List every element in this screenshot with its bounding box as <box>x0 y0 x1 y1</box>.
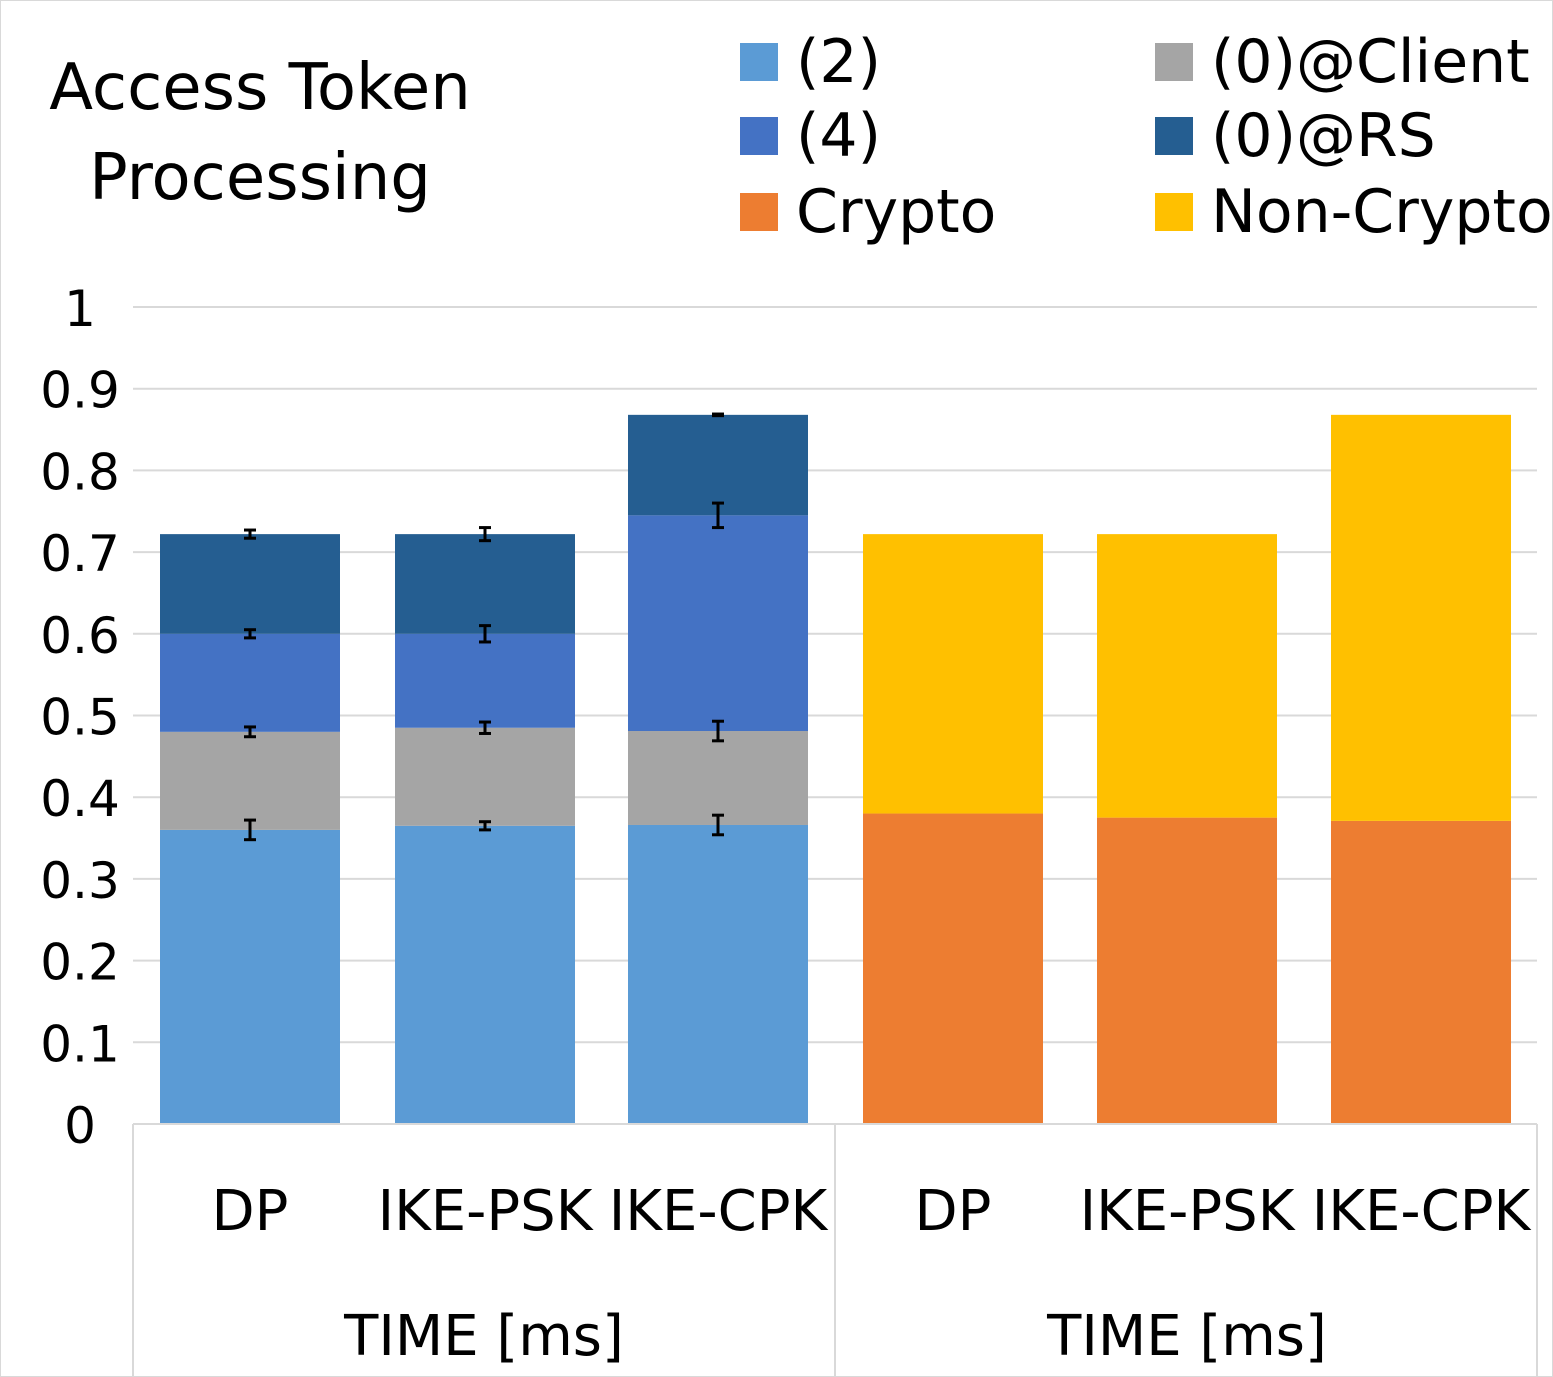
legend-label-4: (4) <box>796 101 881 171</box>
x-group-label-1: TIME [ms] <box>343 1304 624 1369</box>
bar-2-ike-psk-non-crypto <box>1097 534 1277 818</box>
legend-item-4: (4) <box>740 106 881 166</box>
legend-label-0-rs: (0)@RS <box>1211 101 1436 171</box>
legend-item-0-rs: (0)@RS <box>1155 106 1436 166</box>
y-tick-label-2: 0.2 <box>40 934 120 992</box>
legend-item-non-crypto: Non-Crypto <box>1155 182 1553 242</box>
y-tick-label-3: 0.3 <box>40 852 120 910</box>
y-tick-label-7: 0.7 <box>40 525 120 583</box>
x-category-label-1-ike-cpk: IKE-CPK <box>609 1179 829 1244</box>
legend-item-2: (2) <box>740 32 881 92</box>
bar-1-ike-psk-2 <box>395 825 575 1124</box>
x-group-label-2: TIME [ms] <box>1046 1304 1327 1369</box>
y-tick-label-8: 0.8 <box>40 443 120 501</box>
bar-1-ike-psk-4 <box>395 633 575 728</box>
y-tick-label-9: 0.9 <box>40 362 120 420</box>
bar-2-ike-psk-crypto <box>1097 817 1277 1124</box>
legend-swatch-2 <box>740 43 778 81</box>
x-category-label-1-ike-psk: IKE-PSK <box>378 1179 594 1244</box>
x-category-label-1-dp: DP <box>212 1179 289 1244</box>
y-tick-label-5: 0.5 <box>40 689 120 747</box>
y-tick-label-6: 0.6 <box>40 607 120 665</box>
legend-swatch-0-rs <box>1155 117 1193 155</box>
bar-2-dp-non-crypto <box>863 534 1043 814</box>
bar-2-ike-cpk-crypto <box>1331 820 1511 1124</box>
legend-label-2: (2) <box>796 27 881 97</box>
legend-swatch-non-crypto <box>1155 193 1193 231</box>
bar-1-dp-0-client <box>160 731 340 830</box>
bar-1-dp-0-rs <box>160 534 340 634</box>
bar-1-ike-cpk-0-rs <box>628 414 808 516</box>
bar-1-ike-psk-0-rs <box>395 534 575 634</box>
x-category-label-2-dp: DP <box>915 1179 992 1244</box>
legend-swatch-0-client <box>1155 43 1193 81</box>
y-tick-label-0: 0 <box>64 1097 96 1155</box>
legend-label-non-crypto: Non-Crypto <box>1211 177 1553 247</box>
bar-1-ike-cpk-2 <box>628 824 808 1124</box>
bar-1-ike-cpk-0-client <box>628 731 808 825</box>
legend-item-0-client: (0)@Client <box>1155 32 1530 92</box>
y-tick-label-10: 1 <box>64 280 96 338</box>
bar-1-dp-4 <box>160 633 340 732</box>
chart-title-line-2: Processing <box>89 141 431 215</box>
legend-item-crypto: Crypto <box>740 182 996 242</box>
legend-swatch-crypto <box>740 193 778 231</box>
x-category-label-2-ike-psk: IKE-PSK <box>1080 1179 1296 1244</box>
chart-title-line-1: Access Token <box>49 51 471 125</box>
legend-swatch-4 <box>740 117 778 155</box>
bar-2-dp-crypto <box>863 813 1043 1124</box>
bar-1-ike-psk-0-client <box>395 727 575 826</box>
legend-label-crypto: Crypto <box>796 177 997 247</box>
bar-2-ike-cpk-non-crypto <box>1331 414 1511 821</box>
legend-label-0-client: (0)@Client <box>1211 27 1530 97</box>
y-tick-label-4: 0.4 <box>40 770 120 828</box>
x-category-label-2-ike-cpk: IKE-CPK <box>1312 1179 1532 1244</box>
y-tick-label-1: 0.1 <box>40 1015 120 1073</box>
bar-1-ike-cpk-4 <box>628 515 808 732</box>
bar-1-dp-2 <box>160 829 340 1124</box>
